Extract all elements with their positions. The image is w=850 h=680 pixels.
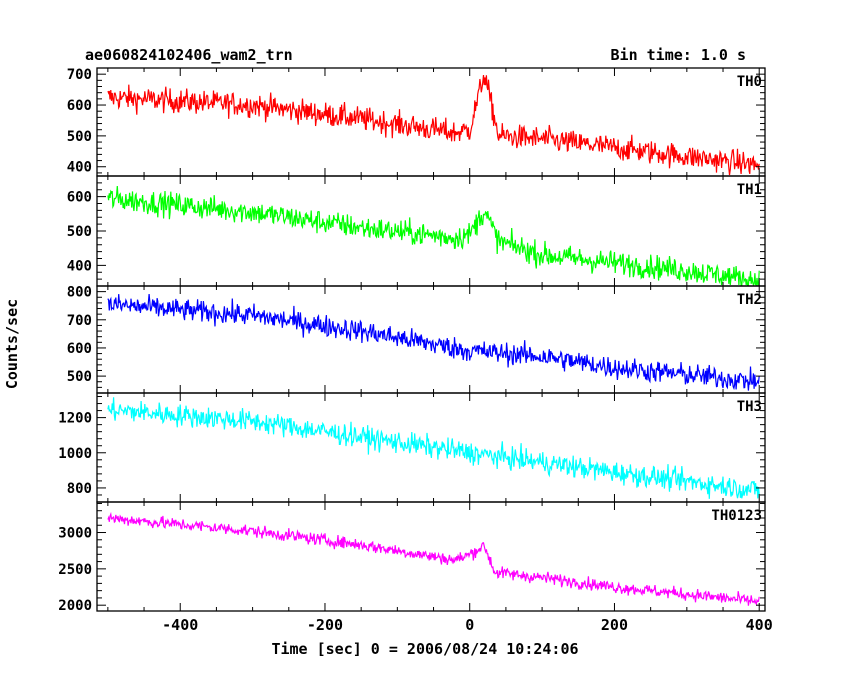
chart-title: ae060824102406_wam2_trn bbox=[85, 46, 293, 64]
panel-label-th3: TH3 bbox=[737, 399, 762, 415]
x-axis-label: Time [sec] 0 = 2006/08/24 10:24:06 bbox=[271, 640, 578, 658]
series-line-th1 bbox=[107, 185, 760, 287]
y-tick-label: 600 bbox=[67, 98, 92, 114]
x-tick-label: -400 bbox=[162, 616, 198, 634]
panel-th0123: 2000 2500 3000 TH0123 bbox=[58, 501, 766, 614]
x-tick-label: 400 bbox=[746, 616, 773, 634]
series-line-th2 bbox=[107, 293, 760, 391]
series-line-th0 bbox=[107, 75, 760, 176]
panel-th3: 800 1000 1200 TH3 bbox=[58, 392, 766, 503]
y-tick-label: 800 bbox=[67, 285, 92, 301]
panel-label-th1: TH1 bbox=[737, 182, 762, 198]
y-tick-label: 1000 bbox=[58, 446, 92, 462]
y-tick-label: 600 bbox=[67, 341, 92, 357]
x-tick-label: 200 bbox=[601, 616, 628, 634]
x-tick-label: 0 bbox=[465, 616, 474, 634]
bin-time-label: Bin time: 1.0 s bbox=[611, 46, 746, 64]
panel-label-th0: TH0 bbox=[737, 74, 762, 90]
y-tick-label: 400 bbox=[67, 258, 92, 274]
panel-frame bbox=[96, 501, 766, 612]
y-tick-label: 500 bbox=[67, 224, 92, 240]
panel-th2: 500 600 700 800 TH2 bbox=[67, 285, 766, 394]
y-tick-label: 600 bbox=[67, 190, 92, 206]
y-tick-label: 2500 bbox=[58, 562, 92, 578]
y-axis-label: Counts/sec bbox=[3, 299, 21, 389]
panel-frame bbox=[96, 67, 766, 177]
x-axis: -400 -200 0 200 400 bbox=[162, 616, 773, 634]
panel-label-th2: TH2 bbox=[737, 292, 762, 308]
y-tick-label: 400 bbox=[67, 160, 92, 176]
y-tick-label: 2000 bbox=[58, 598, 92, 614]
panel-th1: 400 500 600 TH1 bbox=[67, 175, 766, 287]
y-tick-label: 500 bbox=[67, 369, 92, 385]
panel-th0: 400 500 600 700 TH0 bbox=[67, 67, 766, 177]
y-tick-label: 3000 bbox=[58, 526, 92, 542]
panels-group: 400 500 600 700 TH0 400 500 600 TH1 500 600 700 800 T… bbox=[58, 67, 766, 614]
y-tick-label: 1200 bbox=[58, 411, 92, 427]
y-tick-label: 700 bbox=[67, 313, 92, 329]
y-tick-label: 500 bbox=[67, 129, 92, 145]
panel-label-th0123: TH0123 bbox=[711, 508, 762, 524]
y-tick-label: 800 bbox=[67, 481, 92, 497]
series-line-th3 bbox=[107, 397, 760, 499]
y-tick-label: 700 bbox=[67, 67, 92, 83]
x-tick-label: -200 bbox=[307, 616, 343, 634]
series-line-th0123 bbox=[107, 511, 760, 606]
